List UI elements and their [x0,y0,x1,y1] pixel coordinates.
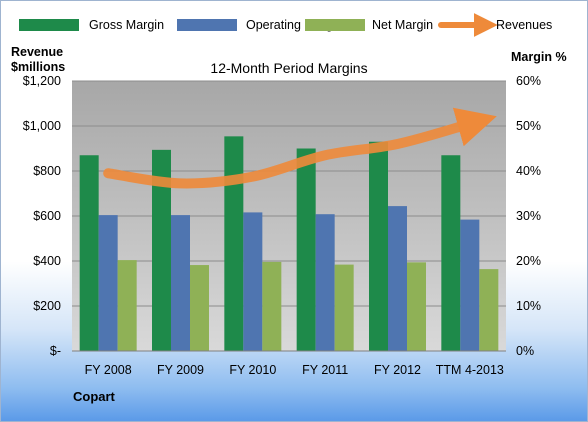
bar-series [79,136,499,351]
right-tick-label: 40% [516,164,541,178]
right-tick-label: 10% [516,299,541,313]
x-tick-label: FY 2011 [302,363,348,377]
left-tick-label: $- [50,344,61,358]
x-axis-ticks: FY 2008 FY 2009 FY 2010 FY 2011 FY 2012 TTM 4… [85,363,504,377]
right-tick-label: 60% [516,74,541,88]
legend-label-revenues: Revenues [496,18,552,32]
right-axis-label: Margin % [511,50,567,64]
right-tick-label: 50% [516,119,541,133]
legend-swatch-operating-margin [177,19,237,31]
x-tick-label: FY 2012 [374,363,421,377]
bar-net-margin [407,262,426,351]
bar-gross-margin [296,148,316,351]
legend-swatch-net-margin [305,19,365,31]
company-label: Copart [73,389,116,404]
bar-operating-margin [98,215,118,351]
legend: Gross Margin Operating Margin Net Margin… [19,13,552,37]
x-tick-label: TTM 4-2013 [436,363,504,377]
bar-gross-margin [441,155,461,351]
bar-operating-margin [315,214,335,351]
x-tick-label: FY 2010 [229,363,276,377]
bar-operating-margin [388,206,407,351]
left-tick-label: $200 [33,299,61,313]
left-axis-label-line2: $millions [11,60,65,74]
bar-operating-margin [460,219,480,351]
right-tick-label: 30% [516,209,541,223]
bar-net-margin [479,269,499,351]
left-axis-ticks: $- $200 $400 $600 $800 $1,000 $1,200 [23,74,61,358]
legend-label-net-margin: Net Margin [372,18,433,32]
legend-label-gross-margin: Gross Margin [89,18,164,32]
bar-net-margin [190,265,209,351]
left-tick-label: $400 [33,254,61,268]
x-tick-label: FY 2009 [157,363,204,377]
bar-gross-margin [369,141,388,351]
revenue-series [103,107,497,189]
bar-net-margin [262,261,282,351]
right-axis-ticks: 0% 10% 20% 30% 40% 50% 60% [516,74,541,358]
left-tick-label: $600 [33,209,61,223]
right-tick-label: 20% [516,254,541,268]
right-tick-label: 0% [516,344,534,358]
bar-gross-margin [79,155,99,351]
bar-operating-margin [171,215,190,351]
revenue-line [103,107,497,189]
legend-swatch-gross-margin [19,19,79,31]
bar-net-margin [117,260,137,351]
x-tick-label: FY 2008 [85,363,132,377]
bar-operating-margin [243,212,263,351]
left-tick-label: $800 [33,164,61,178]
bar-gross-margin [224,136,244,351]
left-tick-label: $1,200 [23,74,61,88]
chart-title: 12-Month Period Margins [210,60,367,76]
bar-gross-margin [152,149,171,351]
left-tick-label: $1,000 [23,119,61,133]
left-axis-label-line1: Revenue [11,45,63,59]
bar-net-margin [334,264,354,351]
